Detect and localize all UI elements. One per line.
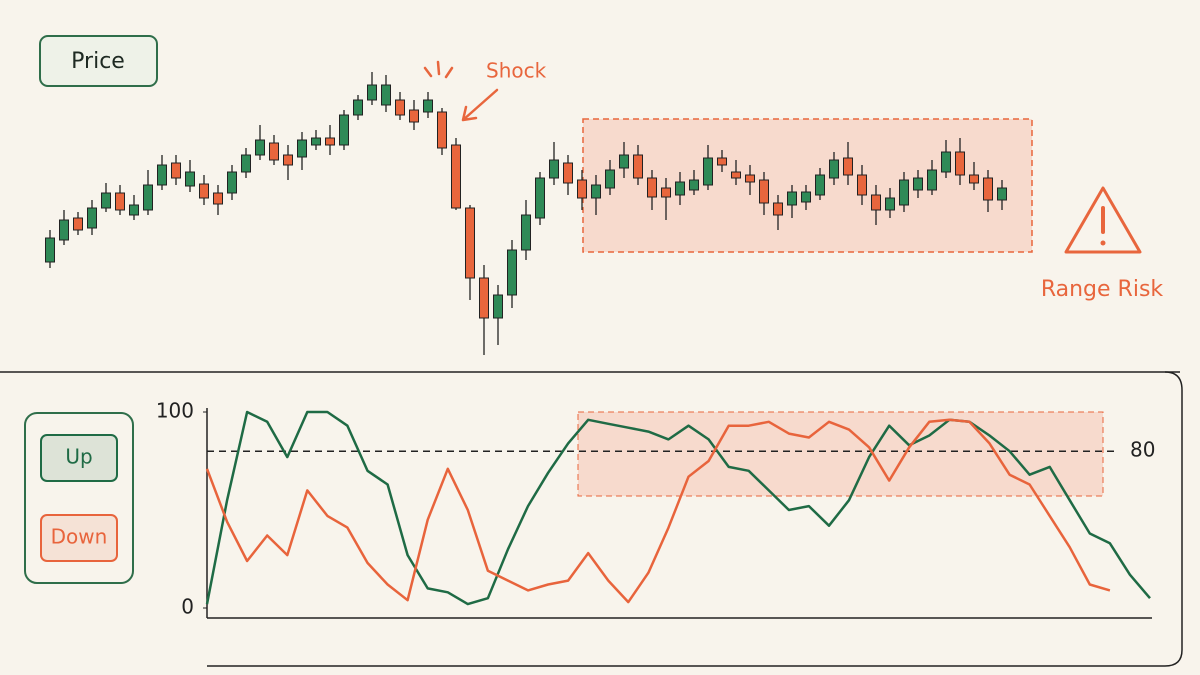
candle-body: [115, 192, 125, 211]
candle-body: [129, 204, 139, 216]
candle-body: [619, 154, 629, 169]
candle-body: [675, 181, 685, 196]
candle-body: [829, 159, 839, 179]
shock-marks: [423, 60, 499, 122]
warning-icon: [1100, 240, 1106, 246]
annotation: Range Risk: [1041, 277, 1164, 302]
candle-body: [717, 157, 727, 166]
candle-body: [913, 177, 923, 191]
candle-body: [353, 99, 363, 116]
candle-body: [213, 192, 223, 205]
legend-swatch: [40, 434, 118, 482]
candle-body: [311, 137, 321, 146]
candle-body: [101, 192, 111, 209]
legend: [24, 412, 134, 584]
title-box: [39, 35, 158, 87]
candle-body: [577, 179, 587, 199]
candle-body: [185, 171, 195, 187]
candle-body: [857, 174, 867, 196]
candle-body: [269, 142, 279, 161]
candle-body: [745, 174, 755, 183]
candle-body: [927, 169, 937, 191]
candle-body: [885, 197, 895, 211]
candle-body: [941, 151, 951, 173]
chart-title: Price: [71, 49, 125, 74]
candle-body: [983, 177, 993, 201]
candle-body: [535, 177, 545, 219]
candle-body: [437, 111, 447, 149]
candle-body: [871, 194, 881, 211]
candle-body: [969, 174, 979, 184]
candle-body: [647, 177, 657, 198]
candle-body: [493, 294, 503, 319]
candle-body: [521, 214, 531, 251]
candle-body: [409, 109, 419, 123]
legend-label: Down: [51, 525, 108, 549]
candle-body: [87, 207, 97, 229]
y-tick-label: 100: [156, 399, 194, 423]
candle-body: [465, 207, 475, 279]
candle-body: [325, 137, 335, 146]
legend-swatch: [40, 514, 118, 562]
candle-body: [955, 151, 965, 176]
candle-body: [997, 187, 1007, 201]
candle-body: [507, 249, 517, 296]
candle-body: [171, 162, 181, 179]
candle-body: [899, 179, 909, 206]
candle-body: [143, 184, 153, 211]
candle-body: [759, 179, 769, 204]
candle-body: [479, 277, 489, 319]
candle-body: [815, 174, 825, 196]
candle-body: [339, 114, 349, 146]
candle-body: [591, 184, 601, 199]
series-line: [205, 410, 1151, 606]
candle-body: [689, 179, 699, 191]
candle-body: [605, 169, 615, 189]
candle-body: [395, 99, 405, 116]
range-highlight: [577, 411, 1104, 497]
candle-body: [367, 84, 377, 101]
warning-icon: [1064, 186, 1142, 254]
candle-body: [73, 217, 83, 231]
candle-body: [703, 157, 713, 186]
candle-body: [773, 202, 783, 216]
candle-body: [45, 237, 55, 263]
candle-body: [297, 139, 307, 158]
range-highlight: [582, 118, 1033, 253]
candle-body: [157, 164, 167, 186]
candle-body: [563, 162, 573, 184]
candle-body: [255, 139, 265, 156]
candle-body: [59, 219, 69, 241]
candle-body: [241, 154, 251, 173]
reference-label: 80: [1130, 438, 1155, 462]
annotation: Shock: [486, 59, 547, 83]
candle-body: [661, 187, 671, 198]
candle-body: [283, 154, 293, 166]
candle-body: [549, 159, 559, 179]
candle-body: [227, 171, 237, 194]
candle-body: [199, 183, 209, 199]
series-line: [205, 418, 1111, 604]
legend-label: Up: [65, 445, 92, 469]
candle-body: [787, 191, 797, 206]
candle-body: [731, 171, 741, 179]
candle-body: [451, 144, 461, 209]
y-tick-label: 0: [181, 595, 194, 619]
candle-body: [843, 157, 853, 176]
candle-body: [381, 84, 391, 106]
candle-body: [801, 191, 811, 203]
panel-frame: [207, 371, 1183, 667]
candle-body: [423, 99, 433, 113]
candle-body: [633, 154, 643, 179]
